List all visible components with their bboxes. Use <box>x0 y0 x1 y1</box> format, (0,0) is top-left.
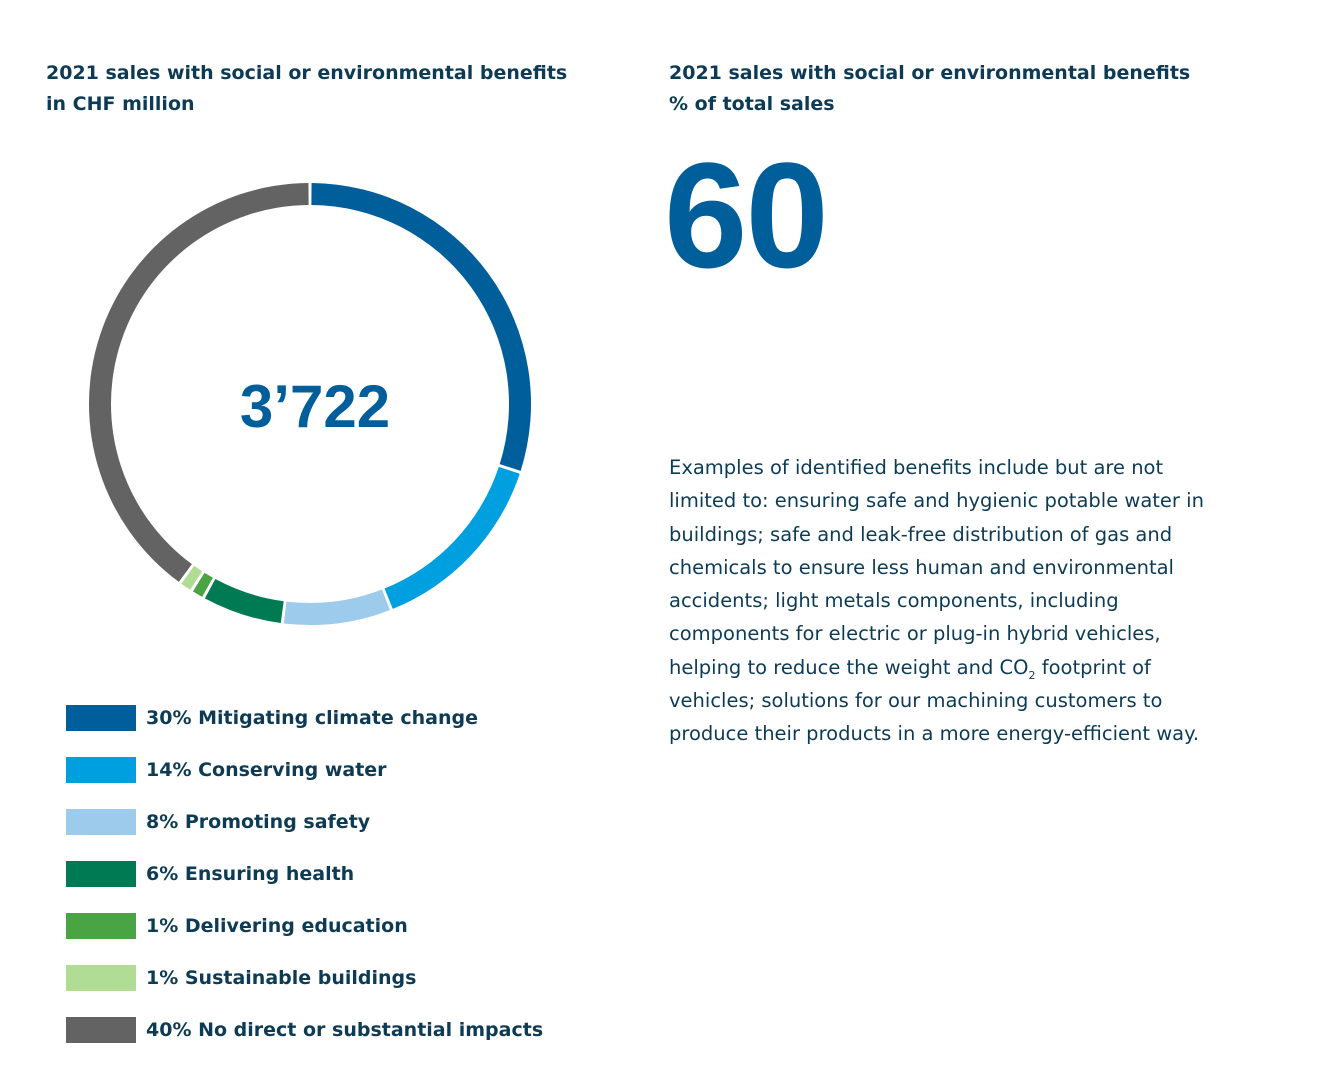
description-text: helping to reduce the weight and CO <box>669 655 1029 679</box>
donut-slice-delivering-education <box>192 572 213 597</box>
description-line: chemicals to ensure less human and envir… <box>669 555 1174 579</box>
legend-item: 30% Mitigating climate change <box>66 704 543 732</box>
description-line: limited to: ensuring safe and hygienic p… <box>669 489 1204 513</box>
donut-slice-promoting-safety <box>283 589 390 625</box>
legend-swatch <box>66 757 136 783</box>
donut-slices <box>89 183 531 625</box>
donut-slice-no-direct-or-substantial-impacts <box>89 183 309 582</box>
legend-swatch <box>66 1017 136 1043</box>
donut-center-total: 3’722 <box>240 373 390 440</box>
legend-item: 1% Delivering education <box>66 912 543 940</box>
description-line: accidents; light metals components, incl… <box>669 589 1119 613</box>
legend-swatch <box>66 913 136 939</box>
legend-item: 6% Ensuring health <box>66 860 543 888</box>
donut-slice-mitigating-climate-change <box>311 183 531 471</box>
donut-slice-sustainable-buildings <box>181 565 203 590</box>
left-chart-title: 2021 sales with social or environmental … <box>46 58 567 120</box>
donut-slice-ensuring-health <box>204 579 284 624</box>
right-metric-title-line1: 2021 sales with social or environmental … <box>669 62 1191 84</box>
legend-label: 14% Conserving water <box>146 759 387 781</box>
description-line: components for electric or plug-in hybri… <box>669 622 1161 646</box>
legend-swatch <box>66 861 136 887</box>
legend-item: 1% Sustainable buildings <box>66 964 543 992</box>
legend-label: 6% Ensuring health <box>146 863 355 885</box>
donut-slice-conserving-water <box>384 466 520 609</box>
description-text: footprint of <box>1035 655 1151 679</box>
description-line: vehicles; solutions for our machining cu… <box>669 689 1163 713</box>
chart-legend: 30% Mitigating climate change 14% Conserv… <box>66 704 543 1068</box>
legend-swatch <box>66 809 136 835</box>
legend-label: 1% Sustainable buildings <box>146 967 417 989</box>
legend-swatch <box>66 705 136 731</box>
description-line: produce their products in a more energy-… <box>669 722 1200 746</box>
left-chart-title-line2: in CHF million <box>46 93 195 115</box>
description-line: Examples of identified benefits include … <box>669 456 1164 479</box>
legend-swatch <box>66 965 136 991</box>
legend-label: 30% Mitigating climate change <box>146 707 478 729</box>
benefits-description: Examples of identified benefits include … <box>669 451 1269 751</box>
legend-label: 40% No direct or substantial impacts <box>146 1019 544 1041</box>
legend-label: 8% Promoting safety <box>146 811 371 833</box>
description-line: buildings; safe and leak-free distributi… <box>669 522 1173 546</box>
right-metric-title: 2021 sales with social or environmental … <box>669 58 1190 120</box>
left-chart-title-line1: 2021 sales with social or environmental … <box>46 62 568 84</box>
donut-chart: 3’722 <box>89 183 531 625</box>
percent-of-sales-value: 60 <box>664 131 829 299</box>
description-line: helping to reduce the weight and CO2 foo… <box>669 651 1269 684</box>
co2-subscript: 2 <box>1028 668 1036 682</box>
legend-item: 8% Promoting safety <box>66 808 543 836</box>
right-metric-title-line2: % of total sales <box>669 93 835 115</box>
legend-item: 40% No direct or substantial impacts <box>66 1016 543 1044</box>
legend-label: 1% Delivering education <box>146 915 408 937</box>
legend-item: 14% Conserving water <box>66 756 543 784</box>
